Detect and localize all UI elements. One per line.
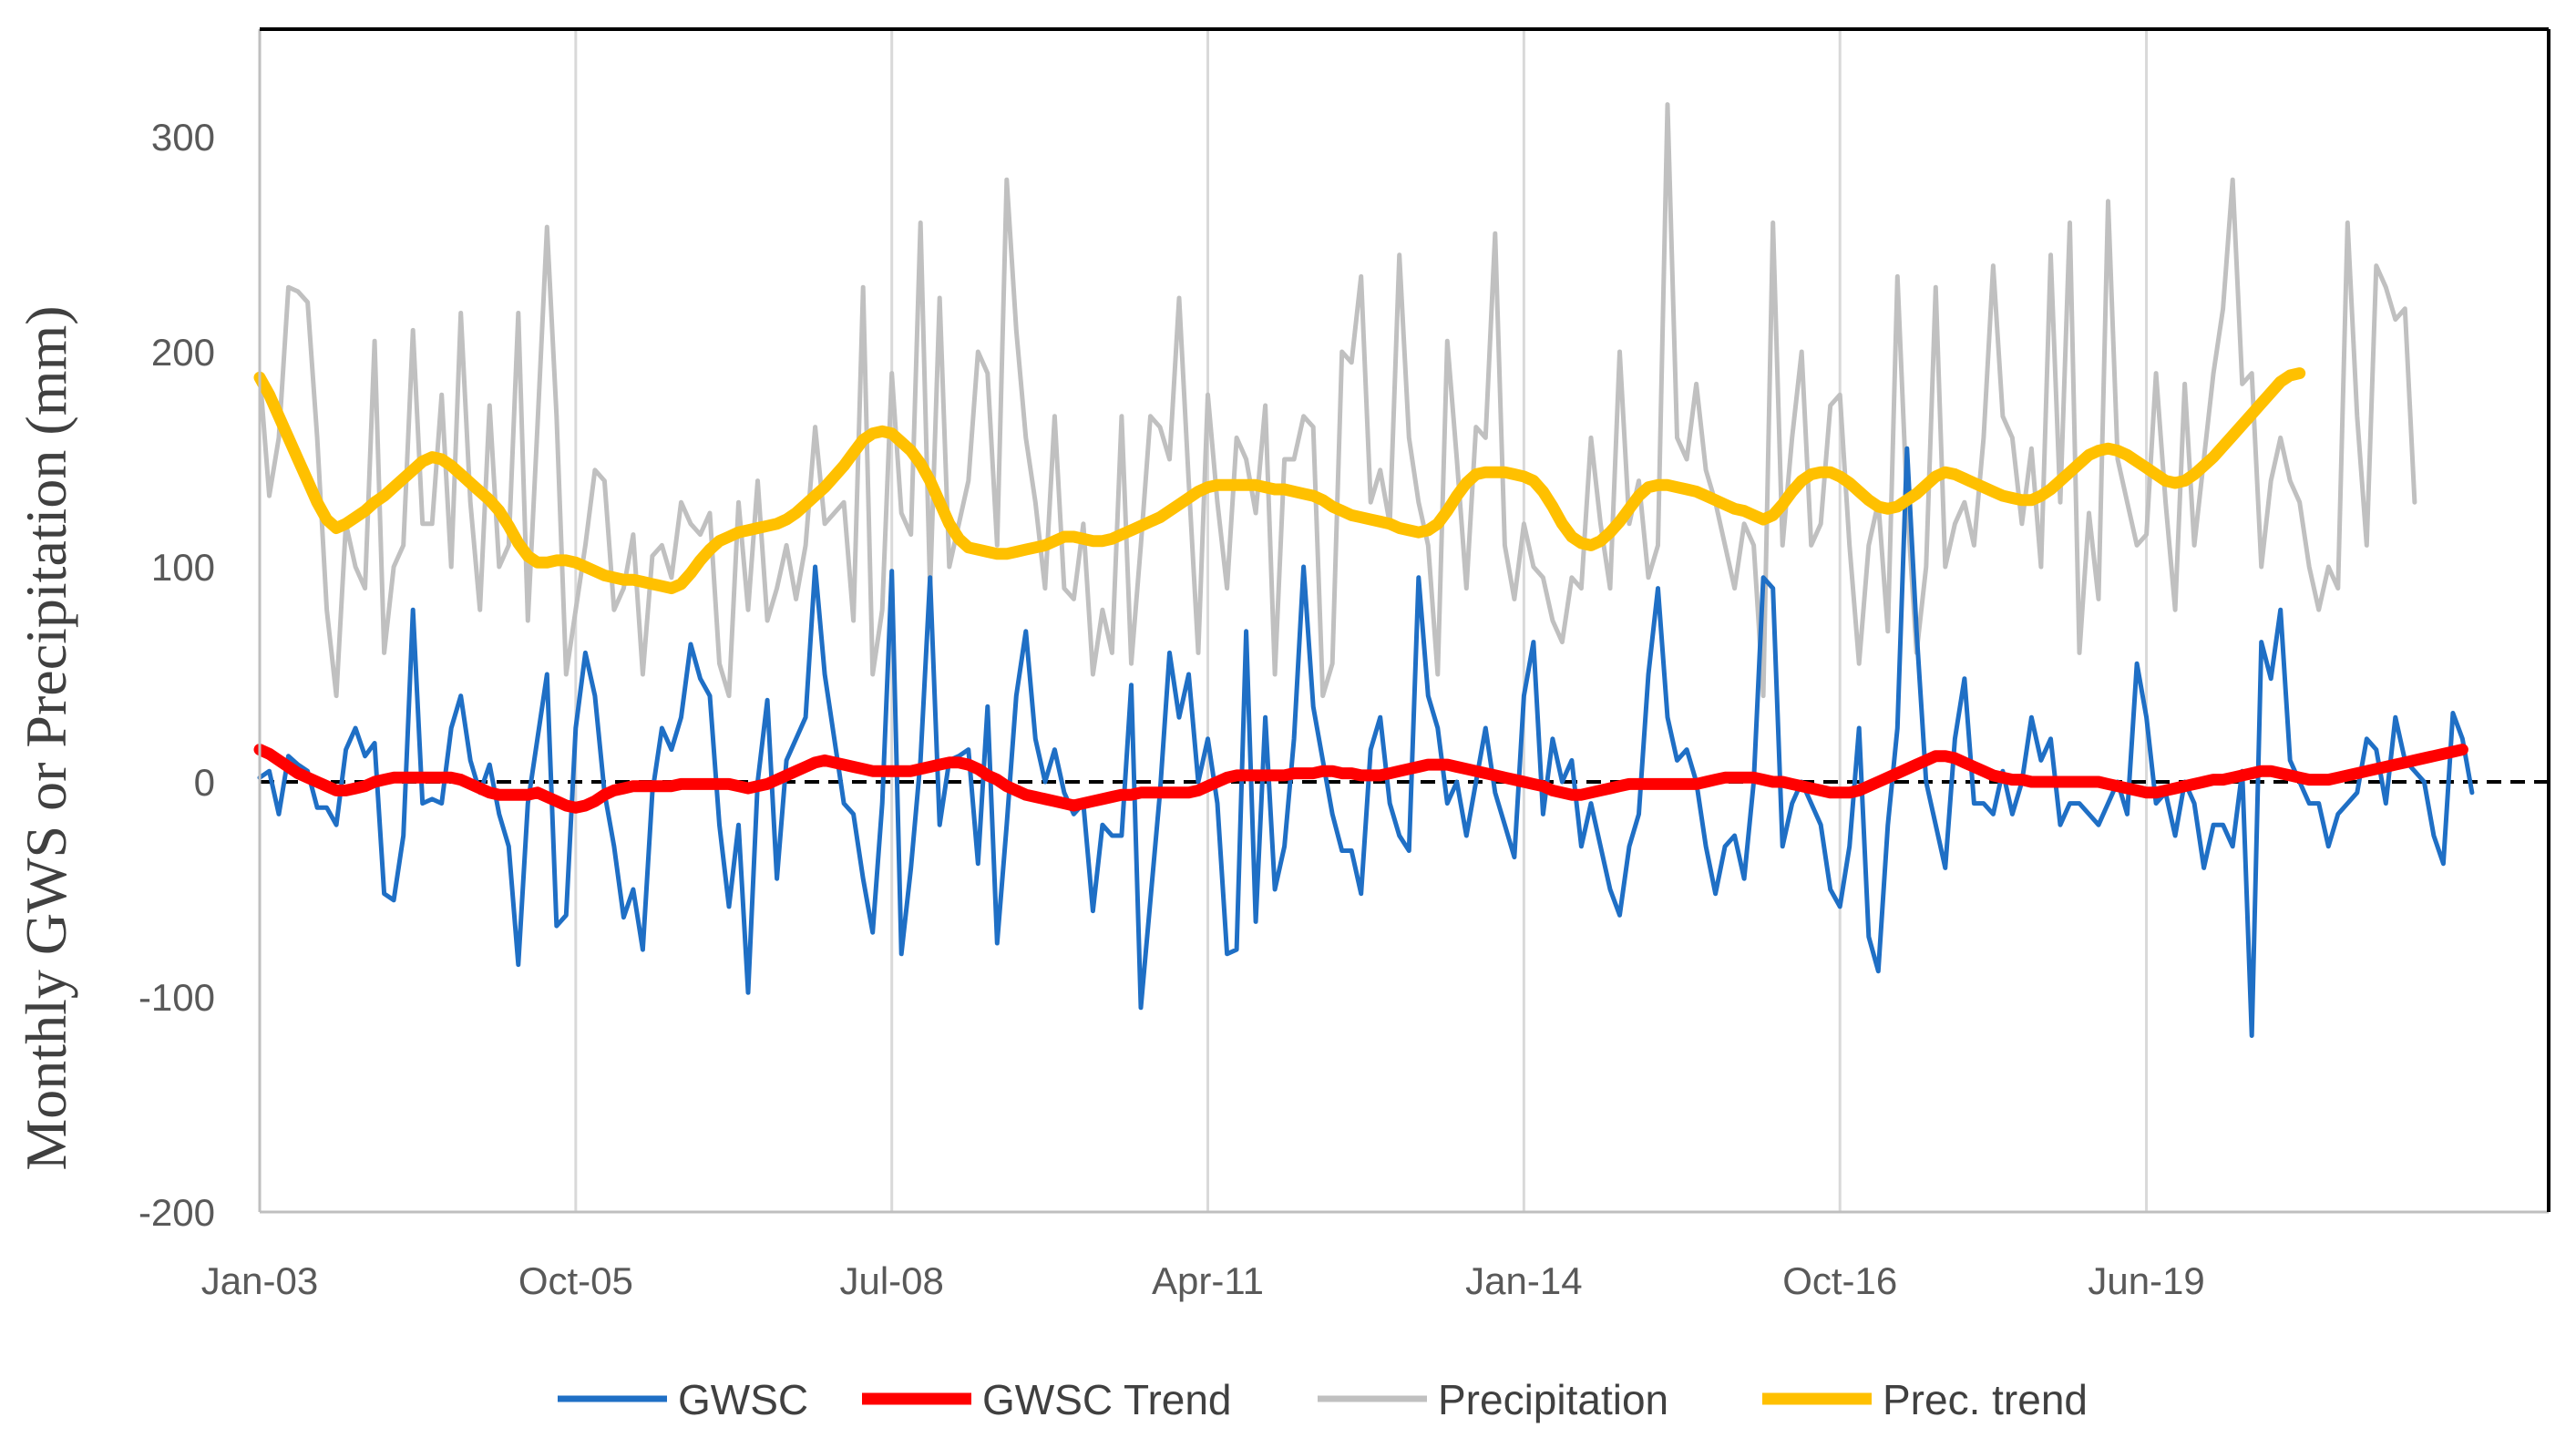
plot-frame bbox=[258, 27, 2550, 1214]
legend: GWSC GWSC Trend Precipitation Prec. trend bbox=[558, 1376, 2088, 1423]
x-tick-label: Jun-19 bbox=[2088, 1259, 2204, 1302]
x-tick-label: Jan-14 bbox=[1465, 1259, 1582, 1302]
series-lines bbox=[253, 102, 2475, 1038]
series-line-prec-trend bbox=[253, 367, 2306, 595]
y-tick-label: 300 bbox=[151, 116, 215, 159]
y-tick-label: 200 bbox=[151, 331, 215, 374]
y-axis-title: Monthly GWS or Precipitation (mm) bbox=[14, 305, 78, 1170]
x-tick-label: Apr-11 bbox=[1152, 1259, 1264, 1302]
x-axis-tick-labels: Jan-03 Oct-05 Jul-08 Apr-11 Jan-14 Oct-16 Jun-… bbox=[201, 1259, 2205, 1302]
series-line-precipitation bbox=[257, 102, 2417, 699]
x-tick-label: Jan-03 bbox=[201, 1259, 318, 1302]
y-tick-label: -100 bbox=[139, 976, 215, 1019]
legend-label: GWSC Trend bbox=[982, 1376, 1232, 1423]
x-tick-label: Oct-16 bbox=[1782, 1259, 1897, 1302]
y-tick-label: 0 bbox=[194, 761, 215, 804]
series-line-gwsc-trend bbox=[253, 744, 2468, 814]
legend-label: Prec. trend bbox=[1883, 1376, 2088, 1423]
y-axis-tick-labels: -200 -100 0 100 200 300 bbox=[139, 116, 215, 1234]
legend-label: Precipitation bbox=[1438, 1376, 1668, 1423]
series-line-gwsc bbox=[257, 446, 2475, 1038]
x-tick-label: Oct-05 bbox=[518, 1259, 633, 1302]
legend-label: GWSC bbox=[678, 1376, 808, 1423]
y-tick-label: 100 bbox=[151, 546, 215, 589]
y-tick-label: -200 bbox=[139, 1191, 215, 1234]
x-tick-label: Jul-08 bbox=[839, 1259, 943, 1302]
grid-lines bbox=[574, 29, 2149, 1212]
